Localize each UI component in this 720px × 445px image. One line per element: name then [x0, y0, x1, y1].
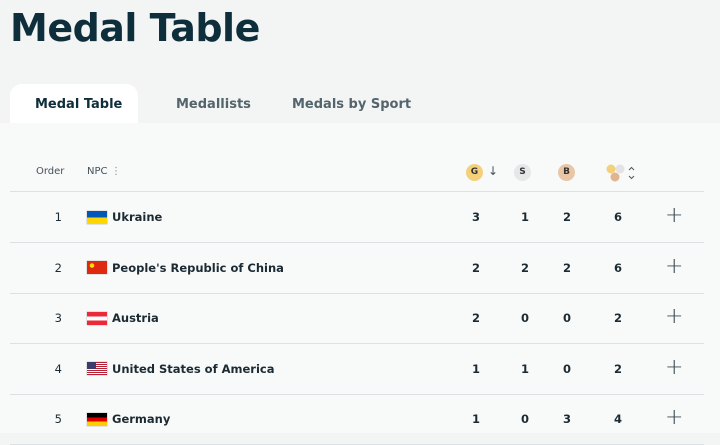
country-name[interactable]: Germany: [112, 412, 171, 426]
separator: [10, 242, 704, 243]
active-tab-bg: [10, 84, 138, 124]
medal-count: 1: [471, 412, 480, 426]
expand-button[interactable]: +: [665, 253, 684, 279]
medal-count: 6: [613, 260, 622, 275]
country-name[interactable]: Austria: [112, 311, 159, 325]
medal-count: 0: [562, 311, 571, 325]
medal-count: 2: [562, 260, 571, 275]
bronze-header[interactable]: B: [558, 164, 575, 181]
medal-count: 1: [520, 210, 529, 224]
country-name[interactable]: United States of America: [112, 361, 275, 376]
expand-button[interactable]: +: [665, 405, 684, 430]
medal-count: 2: [562, 210, 571, 224]
separator: [10, 292, 704, 294]
country-name[interactable]: Ukraine: [112, 210, 163, 224]
table-panel: [0, 123, 720, 433]
sort-arrow: ↓: [488, 164, 499, 178]
flag: [87, 210, 107, 224]
tab[interactable]: Medals by Sport: [292, 97, 412, 112]
medal-count: 2: [471, 260, 480, 275]
medal-count: 2: [471, 311, 480, 325]
column-header[interactable]: Order: [36, 166, 65, 177]
page: Medal Table Medal Table Medallists Medal…: [0, 6, 720, 445]
column-header[interactable]: NPC: [87, 166, 108, 177]
expand-button[interactable]: +: [665, 203, 684, 228]
silver-header[interactable]: S: [514, 164, 531, 181]
medal-count: 0: [562, 361, 571, 376]
medal-count: 1: [471, 361, 480, 376]
tab[interactable]: Medal Table: [35, 97, 123, 112]
expand-button[interactable]: +: [665, 304, 684, 329]
medal-count: 6: [613, 210, 622, 224]
flag: [87, 362, 107, 375]
medal-count: 2: [613, 361, 622, 376]
order: 3: [54, 311, 62, 325]
separator: [10, 393, 704, 395]
flag: [87, 311, 107, 325]
country-name[interactable]: People's Republic of China: [112, 260, 284, 275]
expand-button[interactable]: +: [665, 354, 684, 380]
tab[interactable]: Medallists: [176, 97, 251, 112]
medal-count: 2: [520, 260, 529, 275]
separator: [10, 191, 704, 192]
separator: [10, 343, 704, 344]
flag: [87, 412, 107, 426]
order: 1: [54, 210, 62, 224]
order: 4: [54, 361, 62, 376]
medal-count: 2: [613, 311, 622, 325]
medal-count: 4: [613, 412, 622, 426]
flag: [87, 261, 107, 274]
medal-count: 0: [520, 412, 529, 426]
page-title: Medal Table: [10, 6, 260, 50]
total-header[interactable]: [604, 163, 640, 183]
medal-count: 3: [471, 210, 480, 224]
order: 5: [54, 412, 62, 426]
gold-header[interactable]: G: [466, 164, 483, 181]
order: 2: [54, 260, 62, 275]
medal-count: 1: [520, 361, 529, 376]
sort-icon[interactable]: ⋮: [111, 166, 121, 177]
medal-count: 3: [562, 412, 571, 426]
medal-count: 0: [520, 311, 529, 325]
